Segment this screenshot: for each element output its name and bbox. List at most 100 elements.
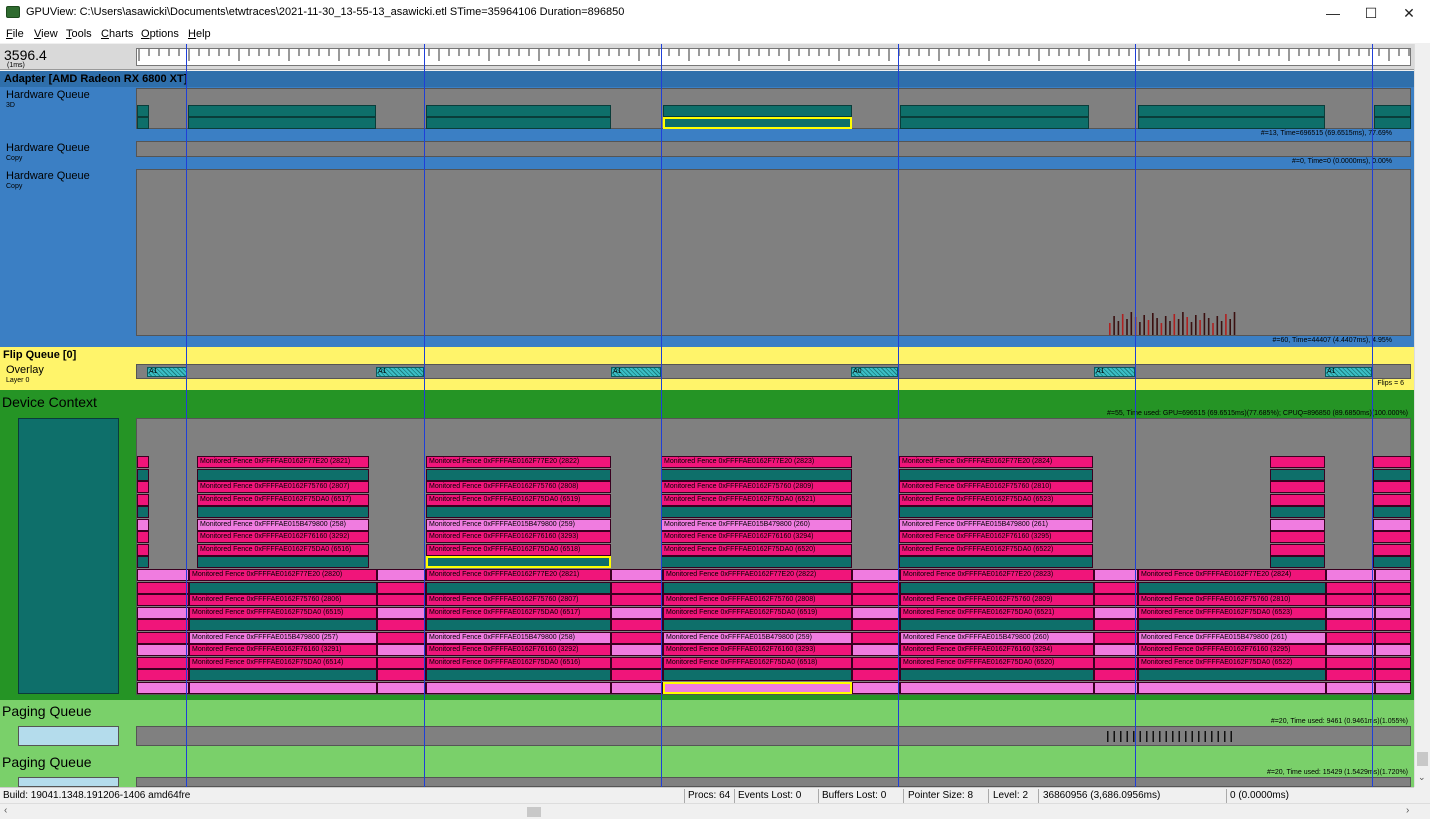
menu-charts[interactable]: Charts bbox=[101, 28, 133, 40]
packet[interactable] bbox=[1270, 456, 1325, 468]
packet[interactable] bbox=[661, 469, 852, 481]
packet[interactable] bbox=[137, 544, 149, 556]
menu-file[interactable]: File bbox=[6, 28, 24, 40]
packet[interactable] bbox=[852, 644, 900, 656]
packet[interactable] bbox=[1138, 619, 1326, 631]
packet[interactable] bbox=[852, 681, 900, 694]
packet[interactable] bbox=[377, 594, 426, 606]
fence-packet[interactable]: Monitored Fence 0xFFFFAE0162F75760 (2806… bbox=[189, 594, 377, 606]
packet[interactable] bbox=[611, 581, 663, 594]
packet[interactable] bbox=[137, 481, 149, 493]
flip-mark[interactable]: A0 bbox=[851, 367, 898, 377]
packet[interactable] bbox=[1094, 569, 1138, 581]
fence-packet[interactable]: Monitored Fence 0xFFFFAE0162F75760 (2809… bbox=[900, 594, 1094, 606]
packet[interactable] bbox=[1094, 644, 1138, 656]
ruler-track[interactable] bbox=[136, 48, 1411, 66]
hw-queue-copy1-track[interactable] bbox=[136, 141, 1411, 157]
packet[interactable] bbox=[900, 619, 1094, 631]
packet[interactable] bbox=[197, 506, 369, 518]
packet[interactable] bbox=[1373, 556, 1411, 568]
packet[interactable] bbox=[426, 506, 611, 518]
fence-packet[interactable]: Monitored Fence 0xFFFFAE0162F75760 (2810… bbox=[1138, 594, 1326, 606]
packet[interactable] bbox=[900, 681, 1094, 694]
packet[interactable] bbox=[852, 581, 900, 594]
packet[interactable] bbox=[1326, 669, 1375, 681]
packet[interactable] bbox=[852, 631, 900, 644]
packet[interactable] bbox=[663, 619, 852, 631]
fence-packet[interactable]: Monitored Fence 0xFFFFAE0162F75760 (2810… bbox=[899, 481, 1093, 493]
minimize-button[interactable]: — bbox=[1326, 5, 1340, 21]
fence-packet[interactable]: Monitored Fence 0xFFFFAE0162F75DA0 (6522… bbox=[899, 544, 1093, 556]
fence-packet[interactable]: Monitored Fence 0xFFFFAE015B479800 (258) bbox=[197, 519, 369, 531]
packet[interactable] bbox=[137, 556, 149, 568]
packet[interactable] bbox=[377, 631, 426, 644]
hw-packet[interactable] bbox=[1374, 117, 1411, 129]
packet[interactable] bbox=[377, 644, 426, 656]
packet[interactable] bbox=[1326, 644, 1375, 656]
fence-packet[interactable]: Monitored Fence 0xFFFFAE0162F77E20 (2823… bbox=[661, 456, 852, 468]
fence-packet[interactable]: Monitored Fence 0xFFFFAE0162F77E20 (2822… bbox=[426, 456, 611, 468]
vertical-scrollbar[interactable]: ⌄ bbox=[1414, 44, 1430, 787]
packet[interactable] bbox=[1326, 606, 1375, 619]
packet[interactable] bbox=[377, 681, 426, 694]
packet[interactable] bbox=[1270, 506, 1325, 518]
packet[interactable] bbox=[852, 669, 900, 681]
fence-packet[interactable]: Monitored Fence 0xFFFFAE0162F75760 (2807… bbox=[197, 481, 369, 493]
fence-packet[interactable]: Monitored Fence 0xFFFFAE0162F75DA0 (6522… bbox=[1138, 656, 1326, 669]
fence-packet[interactable]: Monitored Fence 0xFFFFAE0162F75DA0 (6514… bbox=[189, 656, 377, 669]
menu-help[interactable]: Help bbox=[188, 28, 211, 40]
packet[interactable] bbox=[189, 681, 377, 694]
packet[interactable] bbox=[899, 556, 1093, 568]
hw-packet[interactable] bbox=[188, 117, 376, 129]
packet[interactable] bbox=[1094, 581, 1138, 594]
fence-packet[interactable]: Monitored Fence 0xFFFFAE0162F75DA0 (6523… bbox=[1138, 606, 1326, 619]
packet[interactable] bbox=[611, 594, 663, 606]
packet[interactable] bbox=[137, 631, 189, 644]
fence-packet[interactable]: Monitored Fence 0xFFFFAE0162F75DA0 (6517… bbox=[197, 494, 369, 506]
packet[interactable] bbox=[377, 581, 426, 594]
packet[interactable] bbox=[611, 569, 663, 581]
device-context-track[interactable]: Monitored Fence 0xFFFFAE0162F77E20 (2821… bbox=[136, 418, 1411, 695]
packet[interactable] bbox=[661, 556, 852, 568]
packet[interactable] bbox=[137, 669, 189, 681]
fence-packet[interactable]: Monitored Fence 0xFFFFAE015B479800 (258) bbox=[426, 631, 611, 644]
fence-packet[interactable]: Monitored Fence 0xFFFFAE0162F75760 (2808… bbox=[663, 594, 852, 606]
packet[interactable] bbox=[1094, 681, 1138, 694]
packet[interactable] bbox=[137, 581, 189, 594]
packet[interactable] bbox=[1270, 544, 1325, 556]
device-context-thumbnail[interactable] bbox=[18, 418, 119, 694]
packet[interactable] bbox=[663, 581, 852, 594]
packet[interactable] bbox=[900, 669, 1094, 681]
horizontal-scrollbar-thumb[interactable] bbox=[527, 807, 541, 817]
fence-packet[interactable]: Monitored Fence 0xFFFFAE0162F77E20 (2821… bbox=[426, 569, 611, 581]
packet[interactable] bbox=[426, 619, 611, 631]
hw-packet[interactable] bbox=[900, 117, 1089, 129]
flip-mark[interactable]: A1 bbox=[1094, 367, 1135, 377]
vertical-scrollbar-thumb[interactable] bbox=[1417, 752, 1428, 766]
packet[interactable] bbox=[1094, 656, 1138, 669]
packet[interactable] bbox=[1094, 631, 1138, 644]
menu-options[interactable]: Options bbox=[141, 28, 179, 40]
packet[interactable] bbox=[661, 506, 852, 518]
packet[interactable] bbox=[377, 669, 426, 681]
packet[interactable] bbox=[1373, 544, 1411, 556]
packet[interactable] bbox=[1373, 456, 1411, 468]
fence-packet[interactable]: Monitored Fence 0xFFFFAE0162F75DA0 (6521… bbox=[661, 494, 852, 506]
hw-packet[interactable] bbox=[188, 105, 376, 117]
packet[interactable] bbox=[1270, 469, 1325, 481]
packet[interactable] bbox=[197, 556, 369, 568]
horizontal-scrollbar[interactable]: ‹ › bbox=[0, 803, 1430, 819]
close-button[interactable]: ✕ bbox=[1403, 5, 1415, 21]
scroll-left-icon[interactable]: ‹ bbox=[4, 805, 8, 816]
packet[interactable] bbox=[377, 656, 426, 669]
fence-packet[interactable]: Monitored Fence 0xFFFFAE0162F75DA0 (6523… bbox=[899, 494, 1093, 506]
packet[interactable] bbox=[137, 531, 149, 543]
packet[interactable] bbox=[1373, 469, 1411, 481]
packet[interactable] bbox=[1375, 644, 1411, 656]
packet[interactable] bbox=[1094, 606, 1138, 619]
packet[interactable] bbox=[137, 569, 189, 581]
fence-packet[interactable]: Monitored Fence 0xFFFFAE0162F77E20 (2821… bbox=[197, 456, 369, 468]
packet[interactable] bbox=[1138, 681, 1326, 694]
fence-packet[interactable]: Monitored Fence 0xFFFFAE0162F77E20 (2824… bbox=[899, 456, 1093, 468]
fence-packet[interactable]: Monitored Fence 0xFFFFAE0162F75760 (2807… bbox=[426, 594, 611, 606]
